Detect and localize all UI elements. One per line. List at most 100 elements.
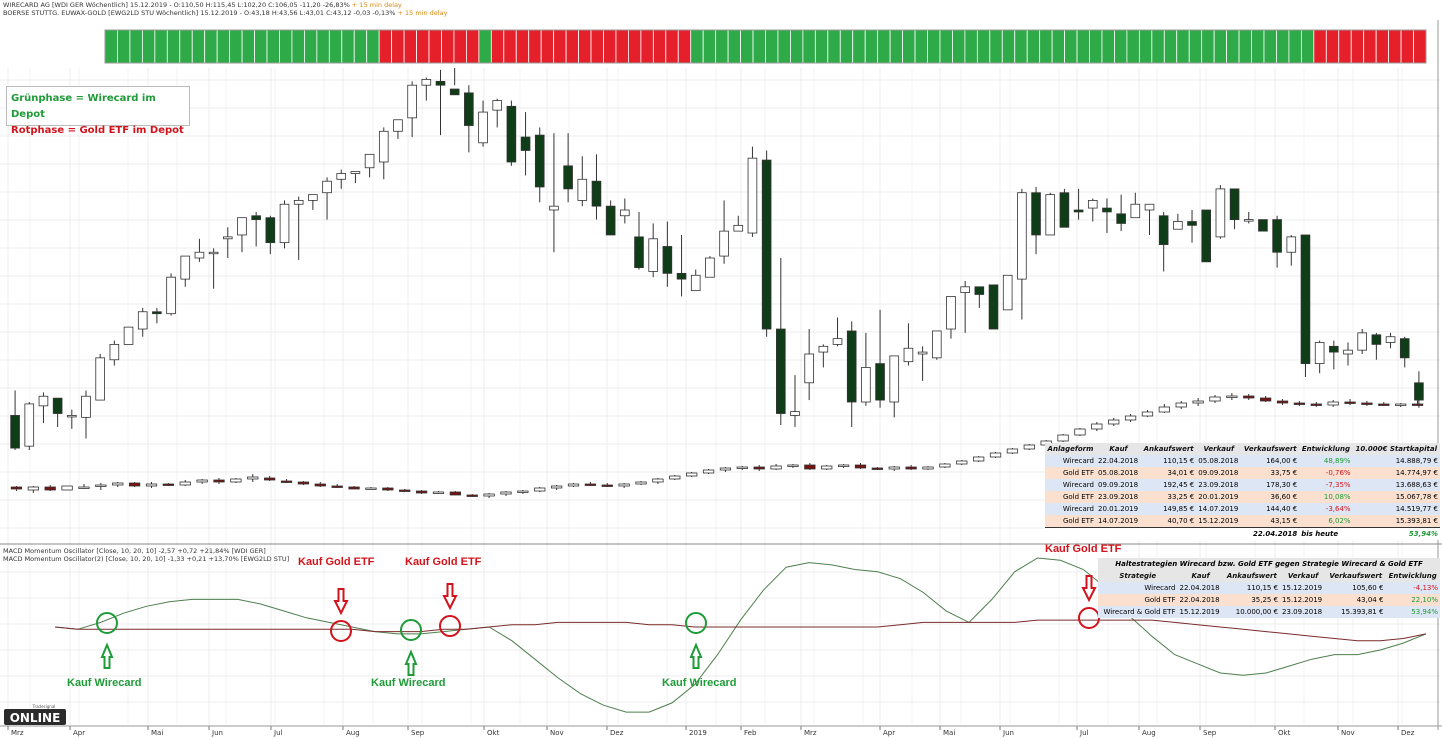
- candle-up: [1357, 332, 1367, 351]
- gold-candle-down: [213, 479, 225, 483]
- arrow-down-icon: [333, 588, 349, 616]
- phase-segment-green: [1101, 29, 1115, 64]
- gold-candle-up: [365, 487, 377, 490]
- header-line-2: BOERSE STUTTG. EUWAX-GOLD [EWG2LD STU Wö…: [3, 9, 447, 17]
- macd-panel: [54, 557, 1427, 713]
- phase-legend: Grünphase = Wirecard im Depot Rotphase =…: [6, 86, 190, 136]
- trade-buy-date: 20.01.2019: [1095, 503, 1142, 515]
- trade-sell-date: 05.08.2018: [1196, 455, 1242, 467]
- strategy-change: 53,94%: [1385, 606, 1440, 618]
- macd-header-1: MACD Momentum Oscillator [Close, 10, 20,…: [3, 547, 266, 555]
- gold-candle-down: [128, 482, 141, 487]
- strategy-table-title: Haltestrategien Wirecard bzw. Gold ETF g…: [1098, 558, 1440, 570]
- trade-sell-date: 20.01.2019: [1196, 491, 1242, 503]
- phase-segment-green: [877, 29, 891, 64]
- buy-gold-marker: [330, 620, 352, 642]
- candle-up: [1045, 194, 1056, 236]
- gold-candle-down: [1411, 403, 1424, 406]
- phase-segment-green: [1251, 29, 1265, 64]
- x-axis-label: Nov: [550, 729, 564, 737]
- candle-up: [1286, 236, 1297, 253]
- strategy-table-header-cell: Ankaufswert: [1223, 570, 1281, 582]
- phase-segment-green: [353, 29, 368, 64]
- candle-up: [719, 230, 729, 257]
- macd-line-gold: [54, 619, 1427, 642]
- gold-candle-up: [196, 479, 208, 483]
- strategy-table-header-cell: Verkauf: [1280, 570, 1327, 582]
- x-axis-label: Aug: [1142, 729, 1156, 737]
- gold-candle-up: [1395, 403, 1407, 406]
- phase-segment-red: [677, 29, 692, 64]
- candle-up: [279, 203, 290, 244]
- gold-candle-up: [837, 464, 850, 467]
- gold-candle-down: [1276, 400, 1289, 404]
- trade-table-header-cell: Kauf: [1095, 443, 1142, 455]
- candle-up: [378, 130, 389, 163]
- gold-candle-down: [1259, 397, 1272, 402]
- phase-segment-red: [453, 29, 467, 64]
- phase-segment-green: [765, 29, 779, 64]
- gold-candle-down: [1344, 401, 1356, 404]
- gold-candle-up: [1023, 444, 1035, 450]
- gold-candle-up: [500, 491, 512, 495]
- phase-bar: [104, 29, 1427, 64]
- candle-up: [648, 238, 658, 272]
- candle-down: [1399, 338, 1410, 359]
- svg-text:ONLINE: ONLINE: [10, 711, 61, 725]
- gold-candle-up: [989, 452, 1002, 458]
- arrow-up-icon: [689, 642, 703, 669]
- header-line-1: WIRECARD AG [WDI GER Wöchentlich] 15.12.…: [3, 1, 402, 9]
- phase-segment-green: [1114, 29, 1128, 64]
- phase-segment-green: [827, 29, 841, 64]
- strategy-name: Gold ETF: [1098, 594, 1178, 606]
- buy-gold-marker: [439, 615, 461, 637]
- phase-segment-green: [939, 29, 953, 64]
- x-axis-label: Jul: [273, 729, 283, 737]
- gold-candle-up: [534, 487, 546, 492]
- gold-candle-up: [618, 483, 630, 487]
- phase-segment-green: [1226, 29, 1240, 64]
- buy-wirecard-marker: [96, 612, 118, 634]
- candle-up: [166, 276, 176, 315]
- strategy-buy-value: 35,25 €: [1223, 594, 1281, 606]
- candle-up: [690, 274, 701, 292]
- candle-up: [222, 236, 233, 240]
- candle-down: [251, 215, 261, 220]
- candle-down: [1031, 192, 1041, 236]
- trade-buy-value: 149,85 €: [1141, 503, 1197, 515]
- gold-candle-down: [399, 489, 411, 492]
- phase-segment-red: [391, 29, 405, 64]
- phase-segment-green: [852, 29, 866, 64]
- gold-candle-down: [1310, 403, 1322, 406]
- phase-segment-green: [291, 29, 305, 64]
- gold-candle-up: [483, 493, 495, 497]
- strategy-table: Haltestrategien Wirecard bzw. Gold ETF g…: [1098, 558, 1440, 618]
- phase-segment-green: [1163, 29, 1178, 64]
- candle-down: [1102, 207, 1112, 213]
- trade-asset: Gold ETF: [1045, 467, 1096, 479]
- trade-table-header-cell: Ankaufswert: [1141, 443, 1197, 455]
- candle-up: [478, 111, 488, 144]
- trade-change: 48,89%: [1299, 455, 1353, 467]
- gold-candle-down: [1293, 402, 1306, 405]
- trade-capital: 14.774,97 €: [1352, 467, 1440, 479]
- strategy-name: Wirecard & Gold ETF: [1098, 606, 1178, 618]
- phase-segment-green: [690, 29, 704, 64]
- gold-candle-up: [1108, 419, 1120, 425]
- arrow-down-icon: [1081, 575, 1097, 603]
- candle-down: [634, 236, 644, 269]
- phase-segment-green: [1238, 29, 1252, 64]
- phase-segment-green: [254, 29, 268, 64]
- x-axis-label: Nov: [1341, 729, 1355, 737]
- candle-up: [1343, 349, 1353, 355]
- strategy-table-header-cell: Entwicklung: [1385, 570, 1440, 582]
- candle-up: [293, 199, 304, 205]
- x-axis-label: Apr: [73, 729, 85, 737]
- phase-segment-green: [715, 29, 729, 64]
- gold-candle-up: [179, 481, 191, 486]
- strategy-buy-date: 22.04.2018: [1177, 594, 1224, 606]
- phase-segment-red: [603, 29, 617, 64]
- strategy-table-body: Wirecard 22.04.2018 110,15 €15.12.2019 105,…: [1098, 582, 1440, 618]
- gold-candle-down: [871, 467, 884, 470]
- phase-segment-green: [864, 29, 879, 64]
